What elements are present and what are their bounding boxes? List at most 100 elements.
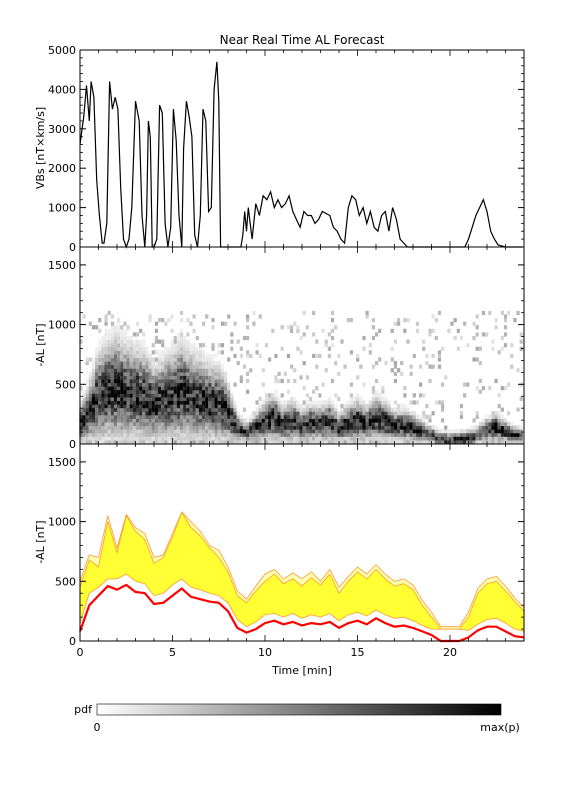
pdf-cell (485, 418, 489, 423)
pdf-cell (214, 425, 218, 430)
pdf-cell (242, 364, 247, 369)
pdf-cell (472, 418, 476, 423)
pdf-cell (271, 439, 275, 444)
pdf-cell (129, 396, 133, 402)
pdf-cell (142, 389, 146, 394)
pdf-cell (189, 429, 193, 434)
pdf-cell (412, 411, 416, 416)
pdf-cell (469, 436, 473, 441)
pdf-cell (390, 411, 394, 416)
pdf-cell (88, 375, 92, 380)
pdf-cell (255, 436, 259, 441)
pdf-cell (135, 386, 140, 391)
pdf-cell (151, 403, 155, 409)
pdf-cell (208, 371, 212, 376)
pdf-cell (164, 364, 168, 369)
pdf-cell (478, 439, 482, 444)
pdf-cell (179, 389, 184, 394)
pdf-cell (378, 403, 382, 409)
pdf-cell (431, 425, 435, 430)
pdf-cell (246, 389, 250, 394)
pdf-cell (205, 386, 209, 391)
pdf-cell (126, 393, 130, 398)
pdf-cell (246, 350, 250, 355)
pdf-cell (422, 436, 426, 441)
pdf-cell (167, 350, 171, 355)
pdf-cell (135, 350, 140, 355)
pdf-cell (233, 353, 237, 359)
pdf-cell (220, 429, 225, 434)
pdf-cell (205, 389, 209, 394)
pdf-cell (126, 414, 130, 419)
pdf-cell (233, 321, 237, 326)
pdf-cell (274, 389, 278, 394)
pdf-cell (378, 418, 382, 423)
pdf-cell (195, 403, 199, 409)
pdf-cell (126, 429, 130, 434)
pdf-cell (447, 432, 451, 437)
pdf-cell (176, 429, 181, 434)
pdf-cell (318, 432, 322, 437)
pdf-cell (286, 378, 291, 384)
pdf-cell (201, 436, 206, 441)
pdf-cell (296, 407, 300, 412)
pdf-cell (290, 364, 294, 369)
pdf-cell (516, 425, 520, 430)
pdf-cell (211, 382, 215, 387)
pdf-cell (217, 403, 221, 409)
pdf-cell (145, 439, 149, 444)
pdf-cell (214, 396, 218, 402)
pdf-cell (362, 382, 366, 387)
pdf-cell (145, 382, 149, 387)
pdf-cell (123, 436, 127, 441)
pdf-cell (95, 439, 99, 444)
pdf-cell (299, 436, 303, 441)
pdf-cell (113, 335, 118, 341)
pdf-cell (378, 425, 382, 430)
pdf-cell (293, 418, 297, 423)
pdf-cell (280, 439, 284, 444)
colorbar-gradient (96, 703, 502, 716)
pdf-cell (183, 393, 187, 398)
pdf-cell (378, 439, 382, 444)
pdf-cell (491, 421, 495, 427)
pdf-cell (472, 436, 476, 441)
pdf-cell (176, 382, 181, 387)
pdf-cell (170, 371, 174, 376)
pdf-cell (173, 364, 177, 369)
pdf-cell (183, 432, 187, 437)
pdf-cell (117, 332, 121, 337)
pdf-cell (120, 382, 124, 387)
pdf-cell (403, 386, 407, 391)
pdf-cell (324, 343, 328, 348)
pdf-cell (164, 382, 168, 387)
pdf-cell (393, 439, 398, 444)
pdf-cell (104, 378, 108, 384)
pdf-cell (123, 353, 127, 359)
pdf-cell (95, 346, 99, 351)
pdf-cell (217, 371, 221, 376)
pdf-cell (145, 350, 149, 355)
pdf-heatmap (79, 310, 523, 444)
pdf-cell (519, 429, 523, 434)
pdf-cell (352, 400, 357, 405)
pdf-cell (220, 421, 225, 427)
pdf-cell (349, 411, 353, 416)
pdf-cell (374, 407, 379, 412)
pdf-cell (110, 339, 114, 344)
pdf-cell (170, 425, 174, 430)
pdf-cell (374, 378, 379, 384)
pdf-cell (161, 393, 165, 398)
pdf-cell (120, 339, 124, 344)
pdf-cell (283, 371, 287, 376)
pdf-cell (176, 414, 181, 419)
pdf-cell (123, 407, 127, 412)
pdf-cell (176, 386, 181, 391)
pdf-cell (154, 393, 159, 398)
pdf-cell (488, 436, 492, 441)
pdf-cell (412, 432, 416, 437)
pdf-cell (117, 318, 121, 323)
pdf-cell (135, 361, 140, 366)
pdf-cell (343, 436, 347, 441)
pdf-cell (261, 368, 265, 373)
